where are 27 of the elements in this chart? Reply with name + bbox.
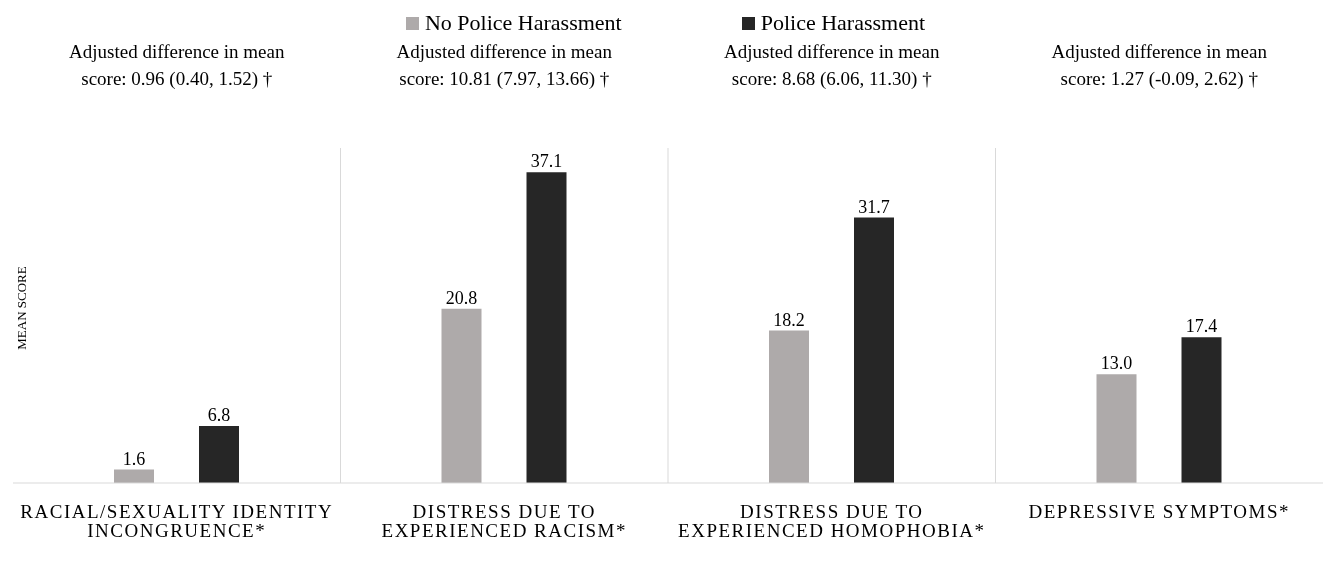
text: Adjusted difference in mean score: 1.27 (-0.09, 2.62) † xyxy=(1050,40,1268,91)
bar xyxy=(769,330,809,483)
bar xyxy=(854,217,894,483)
text: Adjusted difference in mean score: 10.81 (7.97, 13.66) † xyxy=(395,40,613,91)
data-label: 6.8 xyxy=(207,405,231,426)
data-label: 18.2 xyxy=(773,309,805,330)
x-tick-label: DISTRESS DUE TO EXPERIENCED RACISM* xyxy=(381,501,627,542)
data-label: 31.7 xyxy=(858,196,890,217)
bar xyxy=(1181,337,1222,483)
legend-label: No Police Harassment xyxy=(424,10,622,36)
bar xyxy=(1096,374,1137,483)
text: Adjusted difference in mean score: 0.96 (0.40, 1.52) † xyxy=(68,40,286,91)
x-tick-label: DISTRESS DUE TO EXPERIENCED HOMOPHOBIA* xyxy=(678,501,986,542)
data-label: 13.0 xyxy=(1100,353,1133,374)
data-label: 20.8 xyxy=(445,287,478,308)
bar xyxy=(526,172,567,483)
x-tick-label: DEPRESSIVE SYMPTOMS* xyxy=(1028,501,1290,523)
bar xyxy=(199,426,239,483)
legend-label: Police Harassment xyxy=(760,10,926,36)
bar xyxy=(114,469,154,483)
data-label: 37.1 xyxy=(530,151,563,172)
x-tick-label: RACIAL/SEXUALITY IDENTITY INCONGRUENCE* xyxy=(20,501,334,542)
y-axis-title: MEAN SCORE xyxy=(14,266,30,350)
text: Adjusted difference in mean score: 8.68 (6.06, 11.30) † xyxy=(723,40,941,91)
data-label: 17.4 xyxy=(1185,316,1218,337)
bar xyxy=(441,308,482,483)
data-label: 1.6 xyxy=(122,448,146,469)
